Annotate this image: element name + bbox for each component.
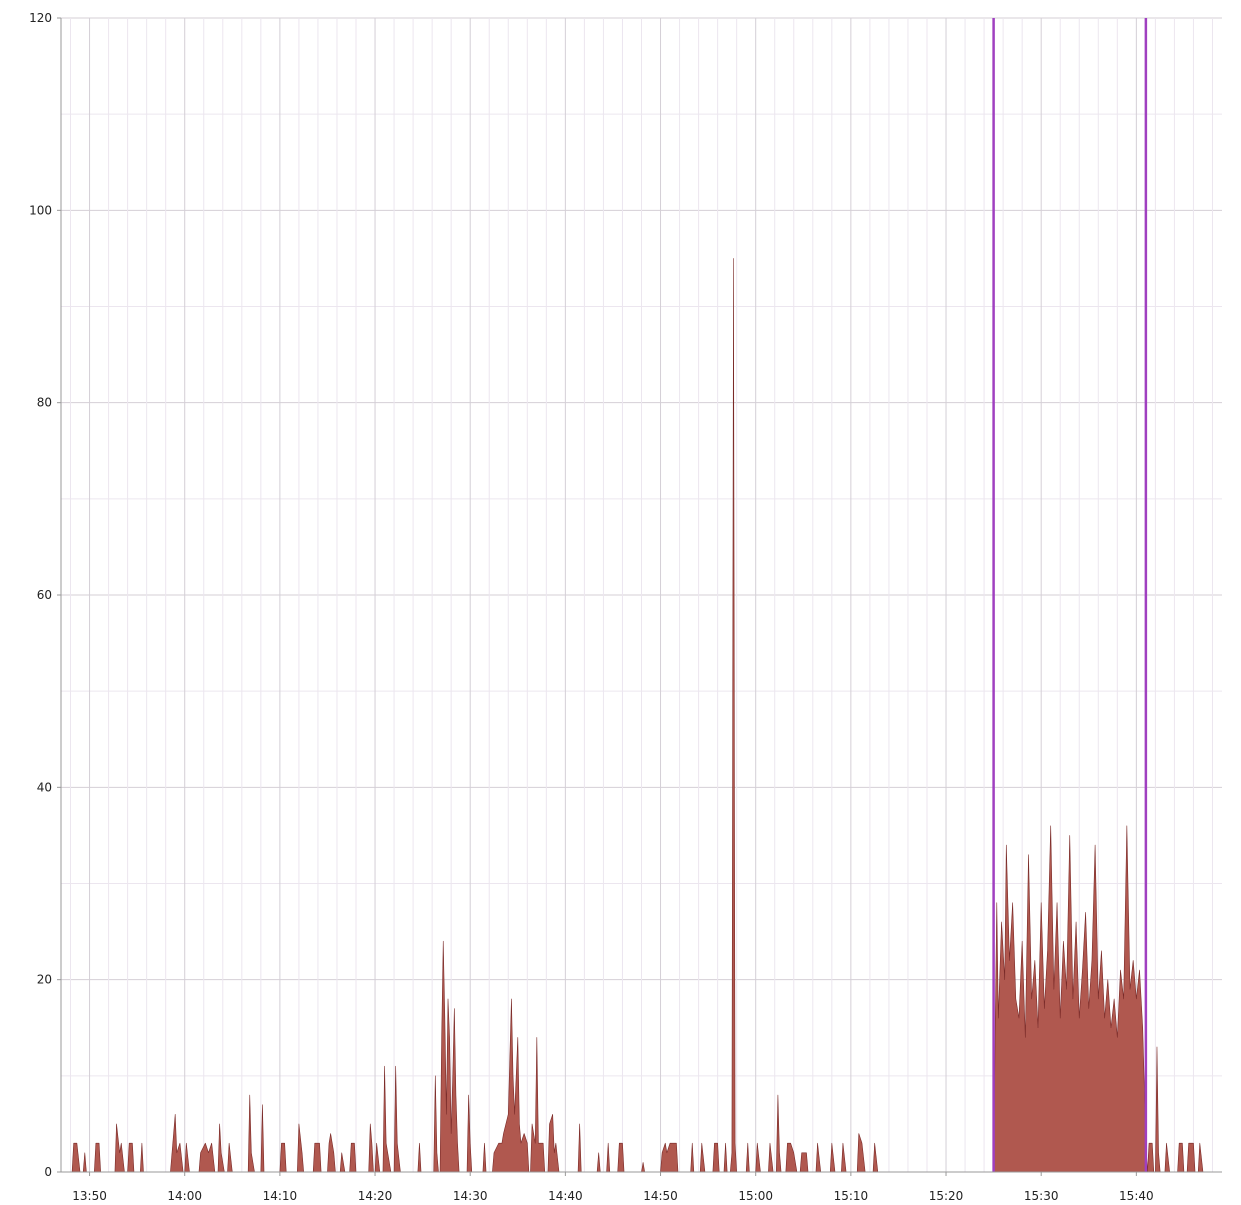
- x-tick-label: 14:00: [167, 1189, 202, 1203]
- marker-layer: [992, 18, 1148, 1172]
- x-tick-label: 15:30: [1024, 1189, 1059, 1203]
- y-tick-label: 20: [37, 973, 52, 987]
- x-tick-label: 14:50: [643, 1189, 678, 1203]
- x-tick-labels: 13:50 14:00 14:10 14:20 14:30 14:40 14:50 15:00…: [72, 1172, 1154, 1203]
- y-tick-labels: 0 20 40 60 80 100 120: [29, 11, 61, 1179]
- x-tick-label: 15:40: [1119, 1189, 1154, 1203]
- grid-layer: [61, 17, 1222, 1173]
- y-tick-label: 80: [37, 396, 52, 410]
- x-tick-label: 15:00: [738, 1189, 773, 1203]
- x-tick-label: 14:30: [453, 1189, 488, 1203]
- x-tick-label: 14:10: [263, 1189, 298, 1203]
- y-tick-label: 40: [37, 780, 52, 794]
- x-tick-label: 14:20: [358, 1189, 393, 1203]
- x-tick-label: 15:20: [929, 1189, 964, 1203]
- y-tick-label: 120: [29, 11, 52, 25]
- y-tick-label: 60: [37, 588, 52, 602]
- x-tick-label: 14:40: [548, 1189, 583, 1203]
- x-tick-label: 13:50: [72, 1189, 107, 1203]
- y-tick-label: 100: [29, 203, 52, 217]
- x-tick-label: 15:10: [834, 1189, 869, 1203]
- y-tick-label: 0: [44, 1165, 52, 1179]
